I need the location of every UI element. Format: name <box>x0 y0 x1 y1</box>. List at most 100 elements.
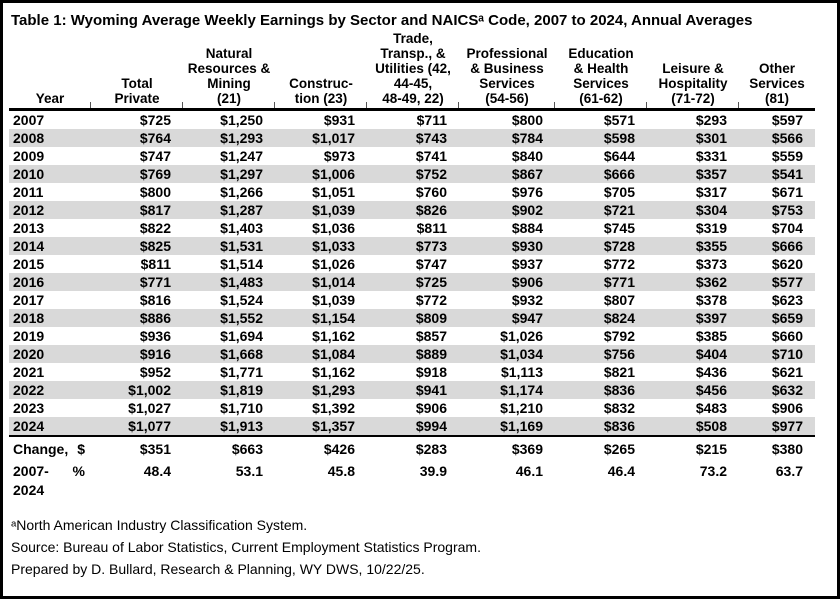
value-cell: $773 <box>415 238 447 254</box>
value-cell: $436 <box>695 364 727 380</box>
value-cell: $725 <box>139 112 171 128</box>
footnote-prepared: Prepared by D. Bullard, Research & Plann… <box>11 561 425 577</box>
value-cell: $644 <box>603 148 635 164</box>
value-cell: $331 <box>695 148 727 164</box>
column-header: Other Services (81) <box>739 31 815 111</box>
table-row: 2019 $936 $1,694 $1,162 $857 $1,026 $792 $385 $6… <box>9 327 815 345</box>
value-cell: $906 <box>511 274 543 290</box>
table-row: 2010 $769 $1,297 $1,006 $752 $867 $666 $357 $541 <box>9 165 815 183</box>
value-cell: $1,017 <box>312 130 355 146</box>
value-cell: $976 <box>511 184 543 200</box>
value-cell: $1,250 <box>220 112 263 128</box>
value-cell: $867 <box>511 166 543 182</box>
value-cell: $725 <box>415 274 447 290</box>
table-row: 2017 $816 $1,524 $1,039 $772 $932 $807 $378 $623 <box>9 291 815 309</box>
value-cell: $784 <box>511 130 543 146</box>
value-cell: $1,174 <box>500 382 543 398</box>
value-cell: $559 <box>771 148 803 164</box>
value-cell: $760 <box>415 184 447 200</box>
value-cell: $822 <box>139 220 171 236</box>
table-row: 2023 $1,027 $1,710 $1,392 $906 $1,210 $832 $483… <box>9 399 815 417</box>
value-cell: $973 <box>323 148 355 164</box>
value-cell: $1,027 <box>128 400 171 416</box>
value-cell: $743 <box>415 130 447 146</box>
value-cell: $952 <box>139 364 171 380</box>
change-label-cell-2: 2007- % 2024 <box>9 459 91 500</box>
value-cell: $1,266 <box>220 184 263 200</box>
value-cell: $932 <box>511 292 543 308</box>
year-cell: 2021 <box>13 364 45 380</box>
value-cell: $1,051 <box>312 184 355 200</box>
year-cell: 2008 <box>13 130 45 146</box>
change-dollar-value: $283 <box>415 441 447 457</box>
value-cell: $824 <box>603 310 635 326</box>
value-cell: $1,771 <box>220 364 263 380</box>
value-cell: $918 <box>415 364 447 380</box>
table-title: Table 1: Wyoming Average Weekly Earnings… <box>11 12 753 29</box>
table-row: 2011 $800 $1,266 $1,051 $760 $976 $705 $317 $671 <box>9 183 815 201</box>
change-percent-symbol: % <box>72 463 85 479</box>
year-cell: 2018 <box>13 310 45 326</box>
value-cell: $840 <box>511 148 543 164</box>
value-cell: $906 <box>771 400 803 416</box>
value-cell: $598 <box>603 130 635 146</box>
value-cell: $671 <box>771 184 803 200</box>
value-cell: $1,710 <box>220 400 263 416</box>
value-cell: $792 <box>603 328 635 344</box>
value-cell: $1,514 <box>220 256 263 272</box>
value-cell: $886 <box>139 310 171 326</box>
value-cell: $1,169 <box>459 417 555 437</box>
value-cell: $902 <box>511 202 543 218</box>
value-cell: $1,531 <box>220 238 263 254</box>
value-cell: $821 <box>603 364 635 380</box>
value-cell: $1,077 <box>91 417 183 437</box>
change-label-cell-1: Change, $ <box>9 436 91 459</box>
value-cell: $1,297 <box>220 166 263 182</box>
value-cell: $1,039 <box>312 202 355 218</box>
value-cell: $710 <box>771 346 803 362</box>
value-cell: $1,694 <box>220 328 263 344</box>
change-percent-value: 46.1 <box>515 463 543 479</box>
value-cell: $977 <box>739 417 815 437</box>
value-cell: $357 <box>695 166 727 182</box>
value-cell: $931 <box>323 112 355 128</box>
change-section: Change, $ $351 $663 $426 $283 $369 $265 $215 $3… <box>9 436 815 500</box>
header-row: Year Total Private Natural Resources & Min… <box>9 31 815 111</box>
value-cell: $1,293 <box>312 382 355 398</box>
value-cell: $916 <box>139 346 171 362</box>
value-cell: $994 <box>367 417 459 437</box>
value-cell: $362 <box>695 274 727 290</box>
value-cell: $1,036 <box>312 220 355 236</box>
value-cell: $1,006 <box>312 166 355 182</box>
value-cell: $764 <box>139 130 171 146</box>
year-cell: 2024 <box>9 417 91 437</box>
change-percent-value: 46.4 <box>607 463 635 479</box>
year-cell: 2017 <box>13 292 45 308</box>
column-header: Trade, Transp., & Utilities (42, 44-45, … <box>367 31 459 111</box>
column-header: Natural Resources & Mining (21) <box>183 31 275 111</box>
value-cell: $937 <box>511 256 543 272</box>
year-cell: 2011 <box>13 184 44 200</box>
value-cell: $1,034 <box>500 346 543 362</box>
value-cell: $857 <box>415 328 447 344</box>
value-cell: $1,392 <box>312 400 355 416</box>
value-cell: $456 <box>695 382 727 398</box>
value-cell: $1,039 <box>312 292 355 308</box>
value-cell: $304 <box>695 202 727 218</box>
column-header: Year <box>9 31 91 111</box>
change-percent-value: 53.1 <box>235 463 263 479</box>
change-label-line1: Change, <box>13 441 69 457</box>
footnote-source: Source: Bureau of Labor Statistics, Curr… <box>11 539 481 555</box>
value-cell: $319 <box>695 220 727 236</box>
value-cell: $659 <box>771 310 803 326</box>
year-cell: 2020 <box>13 346 45 362</box>
value-cell: $1,819 <box>220 382 263 398</box>
year-cell: 2019 <box>13 328 45 344</box>
value-cell: $1,154 <box>312 310 355 326</box>
value-cell: $800 <box>511 112 543 128</box>
year-cell: 2009 <box>13 148 45 164</box>
value-cell: $397 <box>695 310 727 326</box>
value-cell: $1,026 <box>312 256 355 272</box>
value-cell: $1,247 <box>220 148 263 164</box>
change-percent-value: 73.2 <box>699 463 727 479</box>
